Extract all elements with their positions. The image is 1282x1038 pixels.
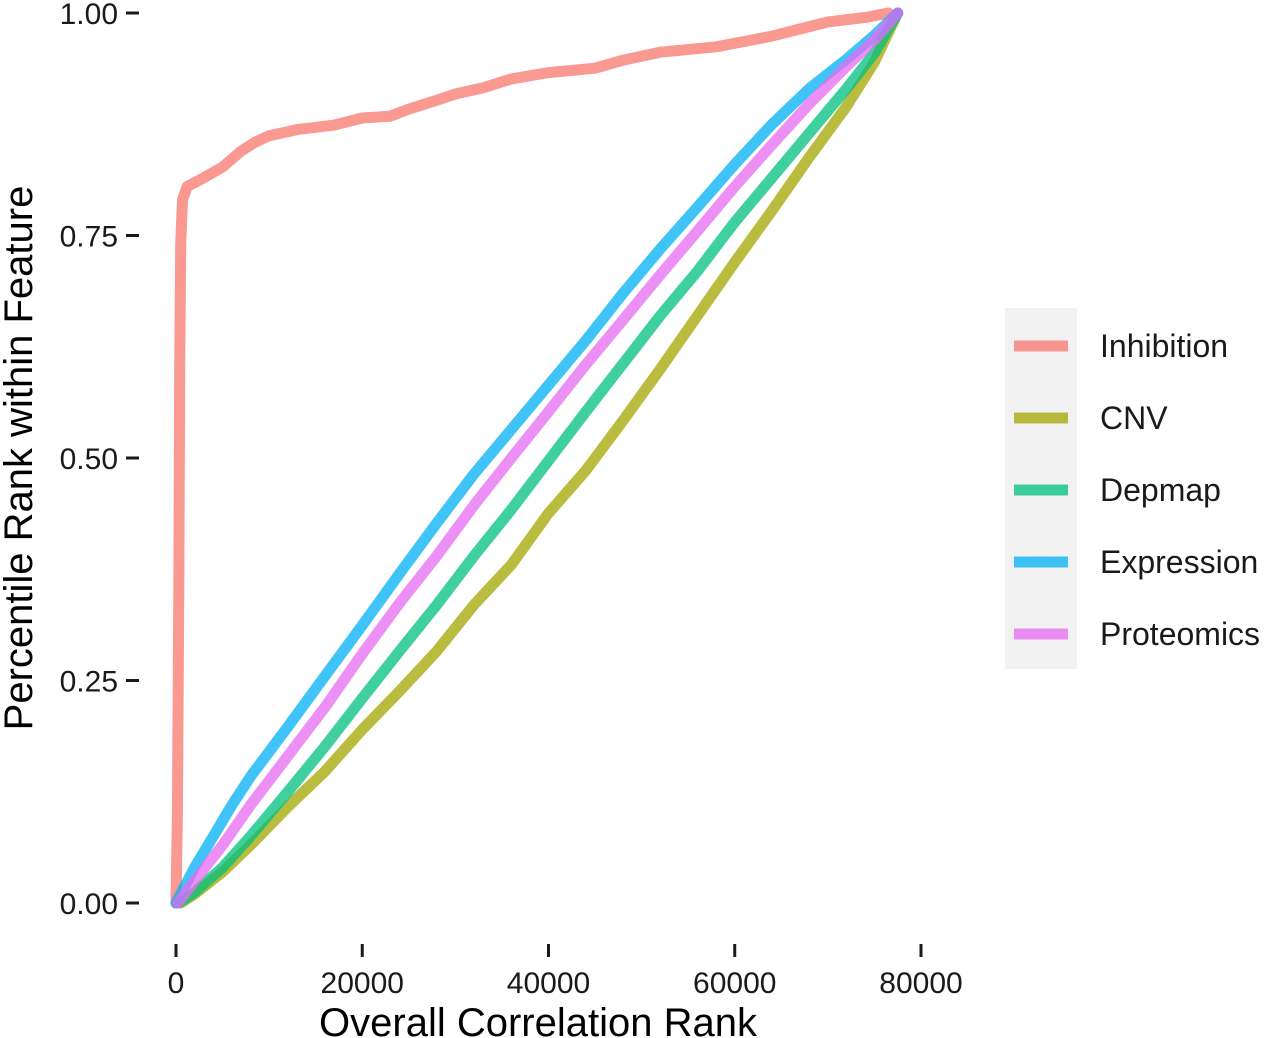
legend-label-cnv: CNV — [1100, 400, 1168, 436]
legend-label-proteomics: Proteomics — [1100, 616, 1260, 652]
x-axis: 0 20000 40000 60000 80000 — [168, 944, 963, 1000]
series-line-proteomics — [172, 7, 904, 909]
legend-label-inhibition: Inhibition — [1100, 328, 1228, 364]
x-tick-label: 20000 — [321, 967, 404, 1000]
y-tick-label: 0.75 — [60, 221, 118, 254]
plot-area — [170, 7, 904, 909]
x-tick-label: 0 — [168, 967, 185, 1000]
y-tick-label: 0.00 — [60, 888, 118, 921]
series-line-expression — [170, 7, 904, 909]
series-line-cnv — [175, 7, 904, 909]
x-tick-label: 60000 — [693, 967, 776, 1000]
y-axis-title: Percentile Rank within Feature — [0, 186, 41, 731]
series-line-depmap — [173, 7, 904, 909]
x-axis-title: Overall Correlation Rank — [319, 1001, 758, 1038]
legend: Inhibition CNV Depmap Expression Proteomics — [1005, 308, 1260, 669]
legend-label-depmap: Depmap — [1100, 472, 1221, 508]
x-tick-label: 40000 — [507, 967, 590, 1000]
x-tick-label: 80000 — [879, 967, 962, 1000]
legend-label-expression: Expression — [1100, 544, 1258, 580]
y-tick-label: 0.25 — [60, 666, 118, 699]
y-axis: 0.00 0.25 0.50 0.75 1.00 — [60, 0, 139, 921]
y-tick-label: 1.00 — [60, 0, 118, 31]
series-line-inhibition — [170, 7, 894, 909]
y-tick-label: 0.50 — [60, 443, 118, 476]
